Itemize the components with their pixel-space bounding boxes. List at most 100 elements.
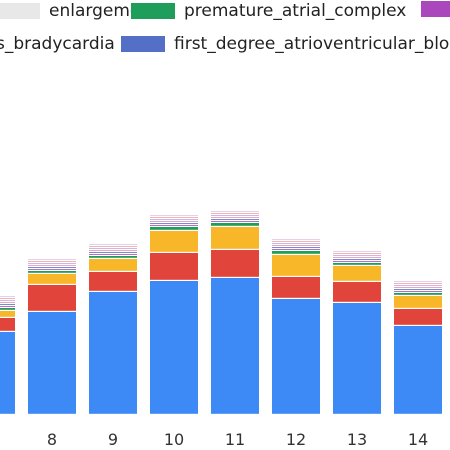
bar-segment-8-9[interactable] xyxy=(28,259,76,260)
legend: enlargement premature_atrial_complex s_b… xyxy=(0,0,450,62)
bar-segment-13-9[interactable] xyxy=(333,251,381,252)
bar-segment-11-4[interactable] xyxy=(211,221,259,222)
bar-segment-10-1[interactable] xyxy=(150,253,198,280)
bar-segment-9-8[interactable] xyxy=(89,246,137,247)
x-tick-label: 12 xyxy=(286,430,306,449)
bar-segment-7-4[interactable] xyxy=(0,306,15,307)
bar-segment-11-7[interactable] xyxy=(211,215,259,216)
bar-segment-8-3[interactable] xyxy=(28,271,76,273)
bar-segment-12-3[interactable] xyxy=(272,251,320,254)
bar-segment-8-4[interactable] xyxy=(28,269,76,270)
bar-segment-13-0[interactable] xyxy=(333,303,381,414)
bars-layer xyxy=(0,211,442,414)
legend-label: premature_atrial_complex xyxy=(184,1,407,21)
bar-segment-10-5[interactable] xyxy=(150,223,198,224)
bar-segment-7-9[interactable] xyxy=(0,296,15,297)
bar-segment-7-6[interactable] xyxy=(0,302,15,303)
bar-segment-10-7[interactable] xyxy=(150,219,198,220)
bar-segment-8-5[interactable] xyxy=(28,267,76,268)
bar-segment-13-5[interactable] xyxy=(333,259,381,260)
bar-segment-14-8[interactable] xyxy=(394,283,442,284)
bar-segment-10-8[interactable] xyxy=(150,217,198,218)
bar-segment-13-8[interactable] xyxy=(333,253,381,254)
bar-segment-12-1[interactable] xyxy=(272,277,320,298)
bar-segment-9-1[interactable] xyxy=(89,272,137,291)
bar-segment-13-4[interactable] xyxy=(333,261,381,262)
bar-segment-10-6[interactable] xyxy=(150,221,198,222)
bar-segment-11-3[interactable] xyxy=(211,223,259,226)
bar-segment-9-4[interactable] xyxy=(89,254,137,255)
bar-segment-13-1[interactable] xyxy=(333,282,381,302)
bar-segment-11-6[interactable] xyxy=(211,217,259,218)
bar-segment-14-1[interactable] xyxy=(394,309,442,325)
bar-segment-9-6[interactable] xyxy=(89,250,137,251)
bar-segment-8-1[interactable] xyxy=(28,285,76,311)
bar-segment-11-8[interactable] xyxy=(211,213,259,214)
legend-label: s_bradycardia xyxy=(0,34,115,54)
bar-segment-10-4[interactable] xyxy=(150,225,198,226)
bar-segment-14-0[interactable] xyxy=(394,326,442,414)
legend-item-premature-atrial-complex[interactable]: premature_atrial_complex xyxy=(131,1,406,21)
bar-segment-9-7[interactable] xyxy=(89,248,137,249)
bar-segment-7-8[interactable] xyxy=(0,298,15,299)
bar-segment-13-3[interactable] xyxy=(333,263,381,265)
bar-segment-7-0[interactable] xyxy=(0,332,15,414)
bar-segment-13-6[interactable] xyxy=(333,257,381,258)
bar-segment-9-3[interactable] xyxy=(89,256,137,258)
bar-segment-13-2[interactable] xyxy=(333,266,381,281)
bar-segment-14-5[interactable] xyxy=(394,289,442,290)
x-tick-label: 10 xyxy=(164,430,184,449)
bar-segment-7-2[interactable] xyxy=(0,311,15,317)
bar-segment-12-7[interactable] xyxy=(272,243,320,244)
legend-item-cut-off[interactable] xyxy=(421,1,450,17)
x-tick-label: 9 xyxy=(108,430,118,449)
bar-segment-10-2[interactable] xyxy=(150,231,198,252)
bar-segment-11-2[interactable] xyxy=(211,227,259,249)
x-tick-label: 11 xyxy=(225,430,245,449)
bar-segment-7-7[interactable] xyxy=(0,300,15,301)
bar-segment-12-5[interactable] xyxy=(272,247,320,248)
bar-segment-7-5[interactable] xyxy=(0,304,15,305)
legend-swatch xyxy=(421,1,450,17)
bar-segment-9-5[interactable] xyxy=(89,252,137,253)
bar-segment-8-2[interactable] xyxy=(28,274,76,284)
bar-segment-14-3[interactable] xyxy=(394,293,442,295)
legend-label: first_degree_atrioventricular_block xyxy=(174,34,450,54)
bar-segment-14-4[interactable] xyxy=(394,291,442,292)
legend-label: enlargement xyxy=(49,1,158,21)
bar-segment-8-6[interactable] xyxy=(28,265,76,266)
bar-segment-13-7[interactable] xyxy=(333,255,381,256)
legend-item-bradycardia[interactable]: s_bradycardia xyxy=(0,34,115,54)
bar-segment-12-2[interactable] xyxy=(272,255,320,276)
bar-segment-12-6[interactable] xyxy=(272,245,320,246)
bar-segment-12-4[interactable] xyxy=(272,249,320,250)
bar-segment-8-0[interactable] xyxy=(28,312,76,414)
bar-segment-7-3[interactable] xyxy=(0,308,15,310)
bar-segment-14-6[interactable] xyxy=(394,287,442,288)
bar-segment-11-0[interactable] xyxy=(211,278,259,414)
legend-item-enlargement[interactable]: enlargement xyxy=(0,1,158,21)
bar-segment-8-8[interactable] xyxy=(28,261,76,262)
bar-segment-12-9[interactable] xyxy=(272,239,320,240)
bar-segment-14-9[interactable] xyxy=(394,281,442,282)
bar-segment-10-9[interactable] xyxy=(150,215,198,216)
x-tick-labels: 7891011121314 xyxy=(47,430,428,449)
bar-segment-10-0[interactable] xyxy=(150,281,198,414)
bar-segment-11-1[interactable] xyxy=(211,250,259,277)
bar-segment-10-3[interactable] xyxy=(150,227,198,230)
bar-segment-9-0[interactable] xyxy=(89,292,137,414)
bar-segment-9-2[interactable] xyxy=(89,259,137,271)
legend-swatch xyxy=(131,3,175,19)
bar-segment-7-1[interactable] xyxy=(0,318,15,331)
bar-segment-12-0[interactable] xyxy=(272,299,320,414)
x-tick-label: 13 xyxy=(347,430,367,449)
bar-segment-9-9[interactable] xyxy=(89,244,137,245)
legend-item-first-degree-av-block[interactable]: first_degree_atrioventricular_block xyxy=(121,34,450,54)
bar-segment-12-8[interactable] xyxy=(272,241,320,242)
bar-segment-14-7[interactable] xyxy=(394,285,442,286)
bar-segment-11-5[interactable] xyxy=(211,219,259,220)
bar-segment-8-7[interactable] xyxy=(28,263,76,264)
bar-segment-14-2[interactable] xyxy=(394,296,442,308)
bar-segment-11-9[interactable] xyxy=(211,211,259,212)
